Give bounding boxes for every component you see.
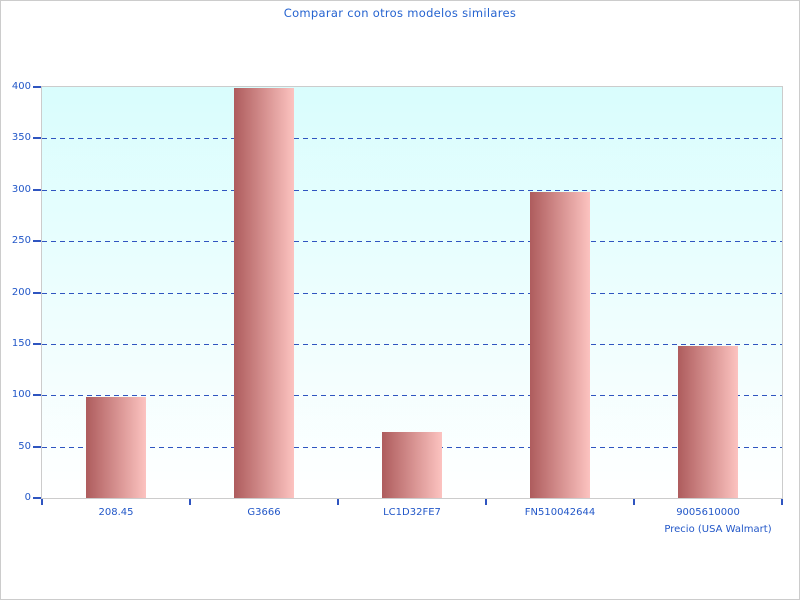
x-category-label: FN510042644 — [524, 507, 596, 518]
y-tick-label: 400 — [11, 81, 31, 92]
gridline — [42, 343, 782, 345]
y-tick — [33, 137, 41, 140]
gridline — [42, 241, 782, 243]
x-axis-label: Precio (USA Walmart) — [664, 524, 772, 535]
gridline — [42, 292, 782, 294]
y-tick — [33, 291, 41, 294]
y-tick-label: 0 — [24, 492, 31, 503]
bar — [678, 345, 738, 498]
x-tick — [633, 499, 635, 505]
x-category-label: 9005610000 — [676, 507, 740, 518]
bar — [234, 88, 294, 498]
x-tick — [781, 499, 783, 505]
gridline — [42, 395, 782, 397]
y-tick-label: 100 — [11, 389, 31, 401]
x-tick — [485, 499, 487, 505]
y-tick-label: 50 — [18, 440, 31, 452]
gridline — [42, 138, 782, 140]
gridline — [42, 189, 782, 191]
y-tick — [33, 445, 41, 448]
y-tick — [33, 240, 41, 243]
y-tick-label: 200 — [11, 286, 31, 298]
y-tick — [33, 394, 41, 397]
x-category-label: G3666 — [247, 507, 281, 518]
bar — [86, 397, 146, 498]
plot-area — [41, 86, 783, 499]
y-tick-label: 250 — [11, 235, 31, 247]
x-category-label: LC1D32FE7 — [383, 507, 441, 518]
x-tick — [337, 499, 339, 505]
x-tick — [189, 499, 191, 505]
y-tick-label: 150 — [11, 337, 31, 349]
bar — [530, 191, 590, 498]
y-tick-label: 300 — [11, 183, 31, 195]
x-category-label: 208.45 — [98, 507, 134, 518]
y-tick — [33, 497, 41, 499]
bar — [382, 432, 442, 498]
y-tick — [33, 86, 41, 88]
y-tick — [33, 188, 41, 191]
y-tick — [33, 342, 41, 345]
chart-title: Comparar con otros modelos similares — [283, 6, 517, 20]
y-tick-label: 350 — [11, 132, 31, 144]
x-tick — [41, 499, 43, 505]
